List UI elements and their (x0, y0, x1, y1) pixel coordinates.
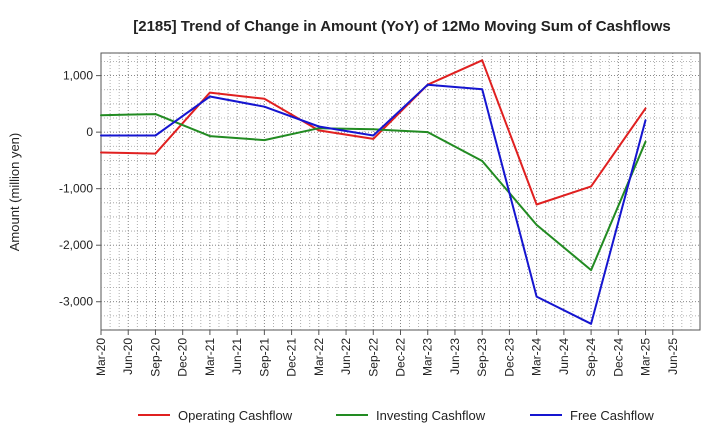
y-axis-label: Amount (million yen) (7, 133, 22, 252)
y-tick-label: -3,000 (59, 295, 93, 309)
x-tick-label: Sep-20 (148, 338, 162, 377)
chart-title: [2185] Trend of Change in Amount (YoY) o… (133, 18, 671, 35)
x-tick-label: Jun-21 (230, 338, 244, 375)
x-tick-label: Dec-22 (394, 338, 408, 377)
x-tick-label: Mar-24 (530, 338, 544, 376)
x-tick-label: Sep-23 (475, 338, 489, 377)
y-tick-label: 0 (86, 125, 93, 139)
axes: 1,000 0 -1,000 -2,000 -3,000 Mar-20 Jun-20 Sep-… (59, 69, 680, 377)
x-tick-label: Dec-21 (285, 338, 299, 377)
x-tick-label: Mar-23 (421, 338, 435, 376)
x-tick-label: Jun-24 (557, 338, 571, 375)
x-tick-label: Sep-21 (257, 338, 271, 377)
operating-cashflow-legend-label: Operating Cashflow (178, 408, 293, 423)
x-tick-label: Jun-20 (121, 338, 135, 375)
investing-cashflow-line (100, 113, 647, 272)
x-tick-label: Mar-22 (312, 338, 326, 376)
series-lines (100, 59, 647, 325)
x-tick-label: Jun-22 (339, 338, 353, 375)
x-tick-label: Jun-25 (666, 338, 680, 375)
x-tick-label: Dec-24 (611, 338, 625, 377)
investing-cashflow-legend-label: Investing Cashflow (376, 408, 486, 423)
y-tick-label: -1,000 (59, 182, 93, 196)
grid-lines (100, 52, 701, 331)
x-tick-label: Dec-23 (502, 338, 516, 377)
legend: Operating Cashflow Investing Cashflow Free… (138, 408, 654, 423)
x-tick-label: Dec-20 (176, 338, 190, 377)
x-tick-label: Mar-25 (639, 338, 653, 376)
y-tick-label: -2,000 (59, 238, 93, 252)
free-cashflow-line (100, 83, 647, 325)
y-tick-label: 1,000 (63, 69, 93, 83)
operating-cashflow-line (100, 59, 647, 206)
x-tick-label: Sep-24 (584, 338, 598, 377)
x-tick-label: Jun-23 (448, 338, 462, 375)
x-tick-label: Mar-21 (203, 338, 217, 376)
x-tick-label: Sep-22 (366, 338, 380, 377)
free-cashflow-legend-label: Free Cashflow (570, 408, 654, 423)
x-tick-label: Mar-20 (94, 338, 108, 376)
